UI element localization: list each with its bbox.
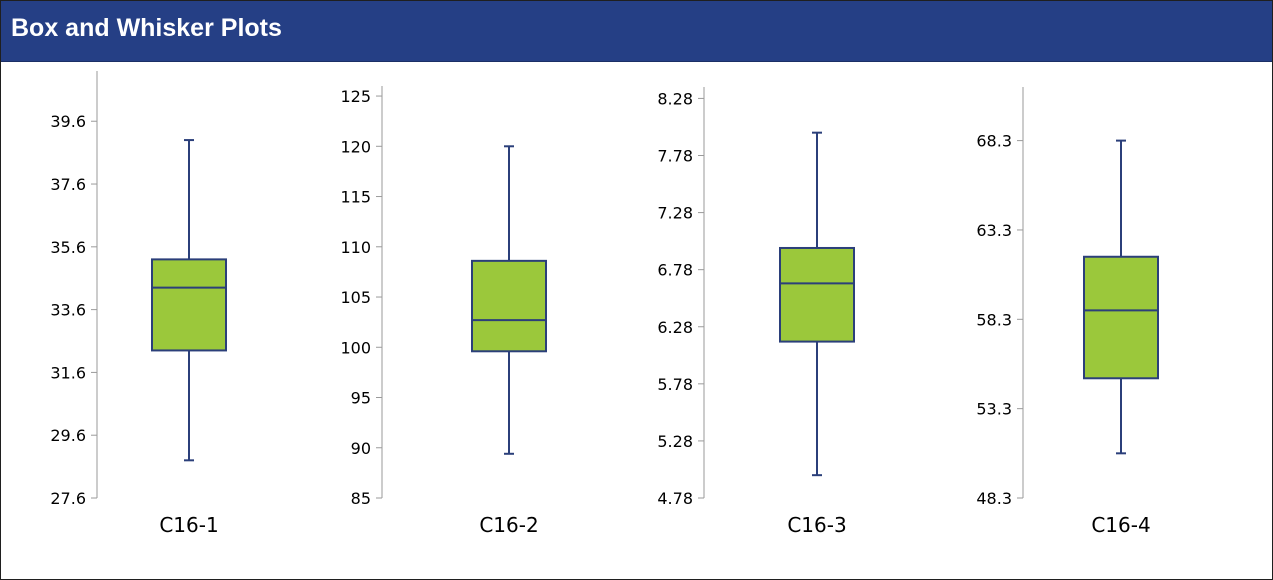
y-tick-label: 90: [351, 439, 371, 458]
y-tick-label: 37.6: [50, 175, 86, 194]
y-tick-label: 29.6: [50, 426, 86, 445]
iqr-box: [779, 246, 855, 343]
y-tick-label: 4.78: [657, 489, 693, 508]
y-tick-label: 31.6: [50, 363, 86, 382]
category-label: C16-2: [479, 513, 538, 537]
y-tick-label: 27.6: [50, 489, 86, 508]
y-tick-label: 48.3: [976, 489, 1012, 508]
y-tick-label: 8.28: [657, 89, 693, 108]
page-title: Box and Whisker Plots: [11, 14, 282, 42]
y-tick-label: 68.3: [976, 132, 1012, 151]
y-tick-label: 58.3: [976, 310, 1012, 329]
y-tick-label: 63.3: [976, 221, 1012, 240]
y-tick-label: 105: [340, 288, 371, 307]
y-tick-label: 5.28: [657, 432, 693, 451]
category-label: C16-3: [787, 513, 846, 537]
iqr-box: [151, 258, 227, 352]
iqr-box: [1083, 255, 1159, 380]
y-tick-label: 85: [351, 489, 371, 508]
y-tick-label: 35.6: [50, 238, 86, 257]
iqr-box: [471, 259, 547, 353]
category-label: C16-1: [159, 513, 218, 537]
y-tick-label: 110: [340, 238, 371, 257]
y-tick-label: 115: [340, 188, 371, 207]
y-tick-label: 53.3: [976, 400, 1012, 419]
y-tick-label: 6.28: [657, 318, 693, 337]
y-tick-label: 95: [351, 389, 371, 408]
y-tick-label: 39.6: [50, 112, 86, 131]
y-tick-label: 125: [340, 87, 371, 106]
y-tick-label: 7.28: [657, 204, 693, 223]
y-tick-label: 100: [340, 338, 371, 357]
header-bar: Box and Whisker Plots: [1, 1, 1272, 62]
y-tick-label: 5.78: [657, 375, 693, 394]
y-tick-label: 120: [340, 137, 371, 156]
y-tick-label: 7.78: [657, 147, 693, 166]
y-tick-label: 33.6: [50, 301, 86, 320]
category-label: C16-4: [1091, 513, 1150, 537]
y-tick-label: 6.78: [657, 261, 693, 280]
